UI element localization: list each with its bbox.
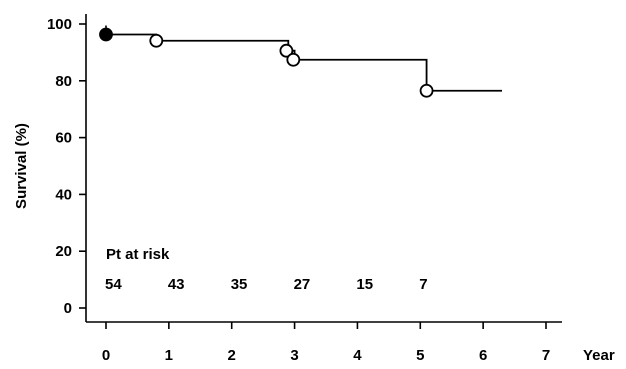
y-tick-label-20: 20 (55, 243, 72, 260)
at-risk-count: 54 (105, 276, 122, 293)
censor-marker (279, 43, 294, 58)
censor-marker (149, 33, 164, 48)
x-tick-label-2: 2 (228, 347, 236, 364)
at-risk-count: 35 (231, 276, 248, 293)
at-risk-count: 43 (168, 276, 185, 293)
censor-marker (419, 83, 434, 98)
at-risk-count: 27 (294, 276, 311, 293)
at-risk-count: 7 (419, 276, 427, 293)
y-tick-label-0: 0 (64, 300, 72, 317)
x-ticks: 0 1 2 3 4 5 6 7 (102, 322, 550, 364)
x-tick-label-6: 6 (479, 347, 487, 364)
x-tick-label-5: 5 (416, 347, 424, 364)
x-tick-label-7: 7 (542, 347, 550, 364)
survival-curve-group (105, 25, 502, 92)
x-tick-label-3: 3 (290, 347, 298, 364)
start-marker (99, 27, 113, 42)
y-tick-label-40: 40 (55, 186, 72, 203)
x-axis-title: Year (583, 347, 615, 364)
x-tick-label-1: 1 (165, 347, 173, 364)
censor-markers (99, 27, 434, 98)
y-ticks: 0 20 40 60 80 100 (47, 16, 86, 317)
y-tick-label-60: 60 (55, 130, 72, 147)
x-tick-label-4: 4 (353, 347, 362, 364)
survival-curve (106, 33, 502, 92)
x-tick-label-0: 0 (102, 347, 110, 364)
at-risk-counts: 54 43 35 27 15 7 (105, 276, 428, 293)
at-risk-title: Pt at risk (106, 246, 170, 263)
y-axis-title: Survival (%) (13, 123, 30, 209)
censor-marker (286, 52, 301, 67)
y-tick-label-100: 100 (47, 16, 72, 33)
y-tick-label-80: 80 (55, 73, 72, 90)
at-risk-count: 15 (356, 276, 373, 293)
